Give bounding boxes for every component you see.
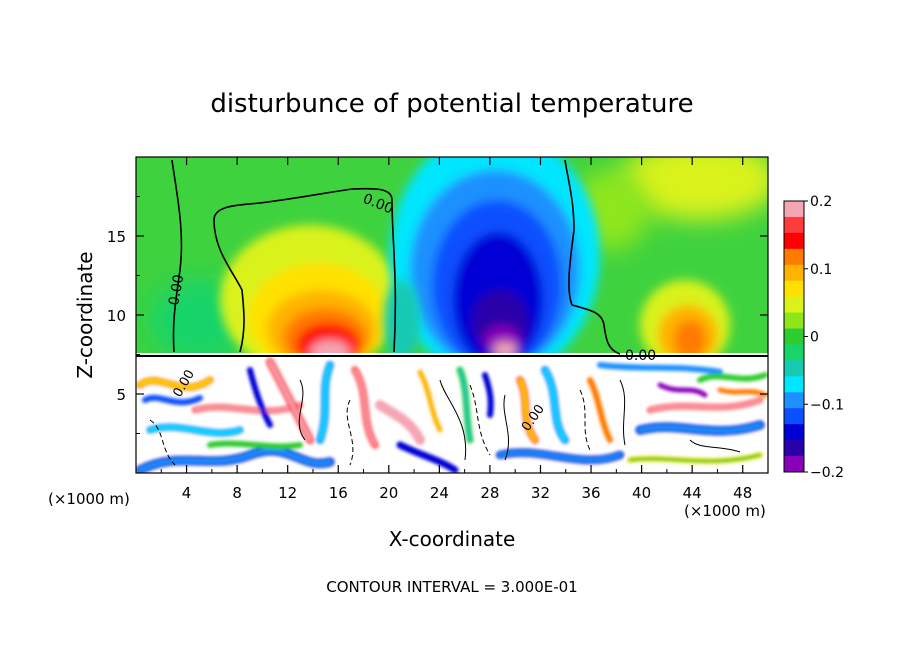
colorbar-swatch: [784, 312, 804, 330]
x-unit-label-right: (×1000 m): [684, 502, 766, 520]
cold-anomaly: [390, 157, 600, 357]
colorbar: [783, 200, 805, 473]
colorbar-swatch: [784, 328, 804, 345]
x-axis: 4 8 12 16 20 24 28 32 36 40 44 48: [160, 157, 752, 502]
colorbar-swatch: [784, 456, 804, 473]
y-axis-title: Z-coordinate: [73, 251, 97, 378]
x-tick-label: 36: [581, 484, 600, 502]
contour-interval-note: CONTOUR INTERVAL = 3.000E-01: [326, 578, 577, 596]
colorbar-swatch: [784, 264, 804, 282]
x-axis-title: X-coordinate: [389, 527, 516, 551]
y-tick-label: 15: [107, 228, 126, 246]
x-tick-label: 20: [379, 484, 398, 502]
x-unit-label-left: (×1000 m): [48, 490, 130, 508]
x-tick-label: 8: [232, 484, 242, 502]
y-axis: 5 10 15: [107, 196, 768, 434]
colorbar-swatch: [784, 216, 804, 234]
y-tick-label: 10: [107, 307, 126, 325]
colorbar-swatch: [784, 248, 804, 266]
x-tick-label: 28: [480, 484, 499, 502]
colorbar-swatch: [784, 201, 804, 218]
contour-label: 0.00: [166, 273, 187, 306]
x-tick-label: 44: [683, 484, 702, 502]
colorbar-swatch: [784, 344, 804, 361]
colorbar-tick-label: 0.2: [810, 194, 832, 210]
contour-label: 0.00: [625, 348, 656, 364]
lower-turbulent-region: [136, 358, 768, 473]
x-tick-label: 32: [531, 484, 550, 502]
x-tick-label: 12: [278, 484, 297, 502]
heatmap-field: [136, 157, 768, 473]
x-tick-label: 24: [430, 484, 449, 502]
colorbar-swatch: [784, 296, 804, 314]
colorbar-swatch: [784, 280, 804, 298]
x-tick-label: 48: [733, 484, 752, 502]
colorbar-tick-label: −0.2: [810, 465, 844, 481]
colorbar-swatch: [784, 424, 804, 441]
colorbar-swatch: [784, 392, 804, 409]
warm-anomaly-left: [220, 225, 400, 357]
colorbar-tick-label: 0: [810, 330, 819, 346]
x-tick-label: 40: [632, 484, 651, 502]
warm-anomaly-right: [640, 280, 730, 357]
colorbar-tick-label: −0.1: [810, 397, 844, 413]
x-tick-label: 4: [182, 484, 192, 502]
colorbar-ticks: 0.2 0.1 0 −0.1 −0.2: [804, 194, 844, 481]
x-tick-label: 16: [329, 484, 348, 502]
colorbar-tick-label: 0.1: [810, 262, 832, 278]
colorbar-swatch: [784, 360, 804, 377]
upper-right-yellow: [620, 157, 768, 220]
chart-title: disturbunce of potential temperature: [210, 89, 693, 119]
colorbar-swatch: [784, 232, 804, 250]
y-tick-label: 5: [116, 386, 126, 404]
colorbar-swatch: [784, 376, 804, 393]
zero-contours: [171, 159, 621, 355]
colorbar-swatch: [784, 440, 804, 457]
colorbar-swatch: [784, 408, 804, 425]
